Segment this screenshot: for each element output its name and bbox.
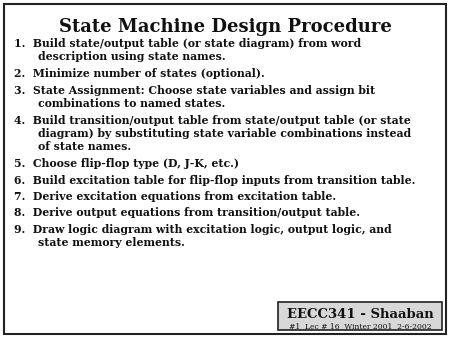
Text: State Machine Design Procedure: State Machine Design Procedure xyxy=(58,18,392,36)
Text: #1  Lec # 16  Winter 2001  2-6-2002: #1 Lec # 16 Winter 2001 2-6-2002 xyxy=(289,323,431,331)
Text: 5.  Choose flip-flop type (D, J-K, etc.): 5. Choose flip-flop type (D, J-K, etc.) xyxy=(14,158,239,169)
Text: 7.  Derive excitation equations from excitation table.: 7. Derive excitation equations from exci… xyxy=(14,191,336,202)
Text: EECC341 - Shaaban: EECC341 - Shaaban xyxy=(287,308,433,321)
Text: 9.  Draw logic diagram with excitation logic, output logic, and: 9. Draw logic diagram with excitation lo… xyxy=(14,224,392,235)
Text: 3.  State Assignment: Choose state variables and assign bit: 3. State Assignment: Choose state variab… xyxy=(14,84,375,96)
Text: 4.  Build transition/output table from state/output table (or state: 4. Build transition/output table from st… xyxy=(14,115,411,125)
Text: combinations to named states.: combinations to named states. xyxy=(38,98,225,109)
Text: diagram) by substituting state variable combinations instead: diagram) by substituting state variable … xyxy=(38,128,411,139)
Text: 6.  Build excitation table for flip-flop inputs from transition table.: 6. Build excitation table for flip-flop … xyxy=(14,174,415,186)
Text: of state names.: of state names. xyxy=(38,142,131,152)
Text: 8.  Derive output equations from transition/output table.: 8. Derive output equations from transiti… xyxy=(14,208,360,218)
Text: 1.  Build state/output table (or state diagram) from word: 1. Build state/output table (or state di… xyxy=(14,38,361,49)
FancyBboxPatch shape xyxy=(4,4,446,334)
Text: description using state names.: description using state names. xyxy=(38,51,225,63)
Text: 2.  Minimize number of states (optional).: 2. Minimize number of states (optional). xyxy=(14,68,265,79)
Text: state memory elements.: state memory elements. xyxy=(38,238,185,248)
FancyBboxPatch shape xyxy=(278,302,442,330)
